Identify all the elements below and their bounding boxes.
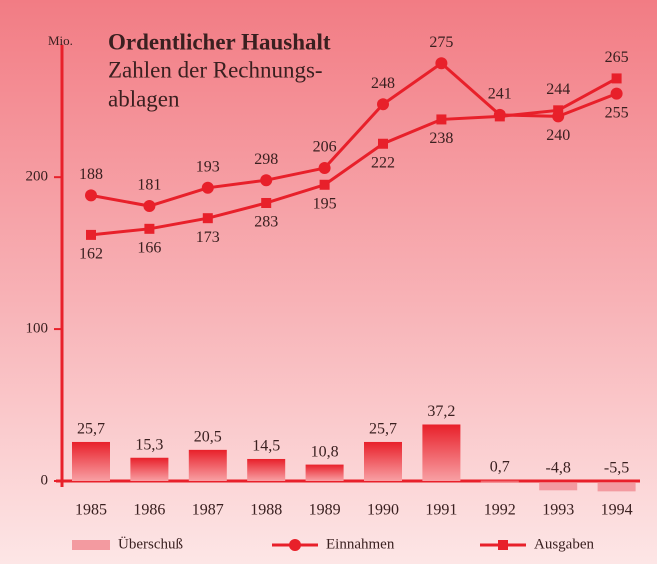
marker [319,179,330,190]
bar [539,483,578,491]
x-tick-label: 1994 [601,502,633,519]
marker [202,213,213,224]
y-tick-label: 200 [26,169,49,185]
line [90,61,618,208]
data-label: 20,5 [194,429,222,446]
legend-marker [498,540,508,550]
bar [364,441,402,481]
bar [422,424,461,481]
marker [318,162,331,175]
bar [597,483,636,492]
marker [494,111,505,122]
data-label: 248 [371,75,395,92]
marker [436,114,447,125]
data-label: 173 [196,229,220,246]
chart-subtitle: ablagen [108,86,180,111]
marker [261,197,272,208]
data-label: 14,5 [252,438,280,455]
data-label: 25,7 [77,421,105,438]
x-tick-label: 1988 [250,502,282,519]
data-label: 25,7 [369,421,397,438]
data-label: -5,5 [604,460,629,477]
x-tick-label: 1990 [367,502,399,519]
bar [72,441,110,481]
bar [130,457,169,481]
data-label: 37,2 [427,403,455,420]
data-label: 10,8 [311,443,339,460]
chart-subtitle: Zahlen der Rechnungs- [108,57,323,82]
legend-swatch [72,540,110,550]
data-label: 244 [546,81,570,98]
marker [86,229,96,240]
bar [305,464,344,481]
x-tick-label: 1985 [75,502,107,519]
marker [144,223,155,234]
data-label: 0,7 [490,459,510,476]
x-tick-label: 1993 [542,502,574,519]
x-tick-label: 1986 [133,502,165,519]
legend-marker [289,539,301,551]
data-label: 275 [429,34,453,51]
y-axis-label: Mio. [48,33,73,48]
marker [610,87,623,100]
legend-label: Ausgaben [534,536,594,552]
bar [247,458,286,481]
data-label: 181 [137,177,161,194]
data-label: 166 [137,239,161,256]
data-label: 298 [254,151,278,168]
chart-title: Ordentlicher Haushalt [108,29,331,54]
data-label: 240 [546,127,570,144]
marker [201,181,214,194]
x-tick-label: 1989 [309,502,341,519]
marker [435,57,448,70]
marker [260,174,273,187]
y-tick-label: 0 [41,472,49,488]
marker [85,189,97,202]
bar [188,449,227,481]
marker [378,138,388,149]
marker [143,200,156,213]
marker [377,98,389,111]
legend-label: Überschuß [118,535,183,552]
x-tick-label: 1992 [484,502,516,519]
data-label: 238 [429,130,453,147]
line [90,77,618,237]
data-label: 255 [605,104,629,121]
x-tick-label: 1991 [425,502,457,519]
data-label: 162 [79,246,103,263]
data-label: 15,3 [135,436,163,453]
legend-label: Einnahmen [326,536,395,552]
marker [553,105,564,116]
data-label: -4,8 [546,460,571,477]
marker [611,73,622,84]
data-label: 195 [313,195,337,212]
y-tick-label: 100 [26,321,49,337]
x-tick-label: 1987 [192,502,224,519]
data-label: 206 [313,139,337,156]
bar [480,479,519,483]
data-label: 265 [605,49,629,66]
data-label: 188 [79,166,103,183]
data-label: 283 [254,214,278,231]
data-label: 222 [371,154,395,171]
data-label: 241 [488,86,512,103]
data-label: 193 [196,158,220,175]
